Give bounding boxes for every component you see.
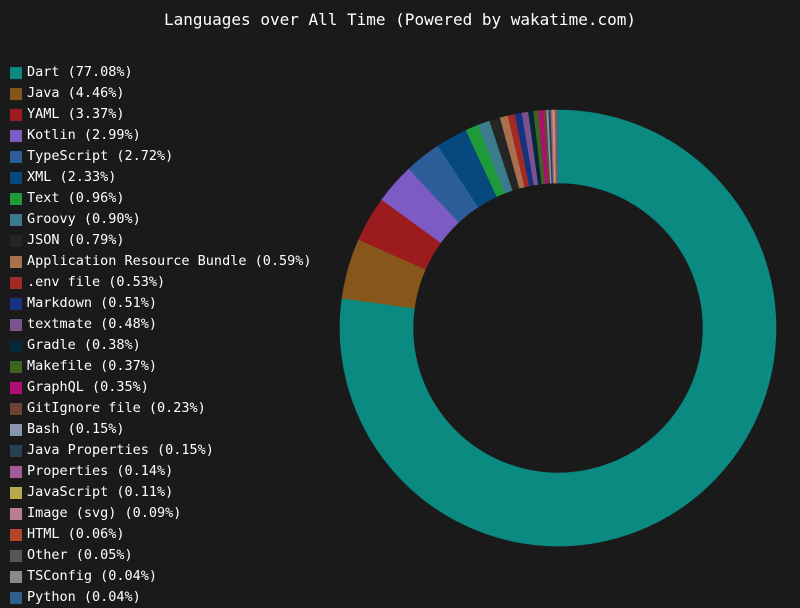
legend-label: TypeScript (2.72%) [27,148,174,164]
legend-label: GraphQL (0.35%) [27,379,149,395]
legend-label: Dart (77.08%) [27,64,133,80]
legend-item: Dart (77.08%) [10,62,311,83]
legend-label: XML (2.33%) [27,169,117,185]
legend-swatch [10,192,22,205]
legend-label: Gradle (0.38%) [27,337,141,353]
legend-item: TSConfig (0.04%) [10,566,311,587]
legend-item: Groovy (0.90%) [10,209,311,230]
legend-item: Java Properties (0.15%) [10,440,311,461]
legend-item: JavaScript (0.11%) [10,482,311,503]
legend-label: Markdown (0.51%) [27,295,158,311]
legend-label: Other (0.05%) [27,547,133,563]
legend-item: TypeScript (2.72%) [10,146,311,167]
legend-item: Application Resource Bundle (0.59%) [10,251,311,272]
legend-swatch [10,234,22,247]
legend-swatch [10,87,22,100]
legend-item: XML (2.33%) [10,167,311,188]
legend-item: Makefile (0.37%) [10,356,311,377]
legend-label: YAML (3.37%) [27,106,125,122]
legend-item: Properties (0.14%) [10,461,311,482]
legend-swatch [10,423,22,436]
legend-label: Text (0.96%) [27,190,125,206]
legend-swatch [10,465,22,478]
legend-item: .env file (0.53%) [10,272,311,293]
legend-label: Groovy (0.90%) [27,211,141,227]
legend-label: Bash (0.15%) [27,421,125,437]
legend-item: Gradle (0.38%) [10,335,311,356]
legend-swatch [10,402,22,415]
legend-label: GitIgnore file (0.23%) [27,400,206,416]
legend-label: JSON (0.79%) [27,232,125,248]
legend-swatch [10,276,22,289]
legend-label: Properties (0.14%) [27,463,174,479]
legend-item: Other (0.05%) [10,545,311,566]
legend-label: Image (svg) (0.09%) [27,505,182,521]
legend-swatch [10,549,22,562]
legend-item: YAML (3.37%) [10,104,311,125]
chart-title: Languages over All Time (Powered by waka… [163,10,636,29]
legend-label: Makefile (0.37%) [27,358,158,374]
legend-swatch [10,129,22,142]
legend-swatch [10,171,22,184]
legend-swatch [10,297,22,310]
legend-label: Java Properties (0.15%) [27,442,214,458]
legend-swatch [10,444,22,457]
legend-swatch [10,570,22,583]
legend-item: Text (0.96%) [10,188,311,209]
legend-item: HTML (0.06%) [10,524,311,545]
legend-item: GitIgnore file (0.23%) [10,398,311,419]
legend-label: Java (4.46%) [27,85,125,101]
legend-item: JSON (0.79%) [10,230,311,251]
legend-swatch [10,381,22,394]
legend-swatch [10,255,22,268]
legend-swatch [10,339,22,352]
legend-label: textmate (0.48%) [27,316,158,332]
legend-swatch [10,213,22,226]
legend-label: JavaScript (0.11%) [27,484,174,500]
pie-slice [557,109,559,184]
legend-label: TSConfig (0.04%) [27,568,158,584]
legend-swatch [10,150,22,163]
pie-slice [339,109,777,547]
legend-label: Application Resource Bundle (0.59%) [27,253,312,269]
legend-label: HTML (0.06%) [27,526,125,542]
legend-label: .env file (0.53%) [27,274,166,290]
legend-swatch [10,66,22,79]
legend-item: textmate (0.48%) [10,314,311,335]
legend: Dart (77.08%) Java (4.46%) YAML (3.37%) Kot… [10,62,311,608]
legend-swatch [10,318,22,331]
legend-item: Image (svg) (0.09%) [10,503,311,524]
legend-label: Kotlin (2.99%) [27,127,141,143]
legend-swatch [10,360,22,373]
legend-swatch [10,507,22,520]
legend-item: GraphQL (0.35%) [10,377,311,398]
legend-swatch [10,108,22,121]
legend-item: Java (4.46%) [10,83,311,104]
legend-item: Bash (0.15%) [10,419,311,440]
legend-swatch [10,486,22,499]
legend-swatch [10,528,22,541]
legend-item: Kotlin (2.99%) [10,125,311,146]
legend-item: Markdown (0.51%) [10,293,311,314]
